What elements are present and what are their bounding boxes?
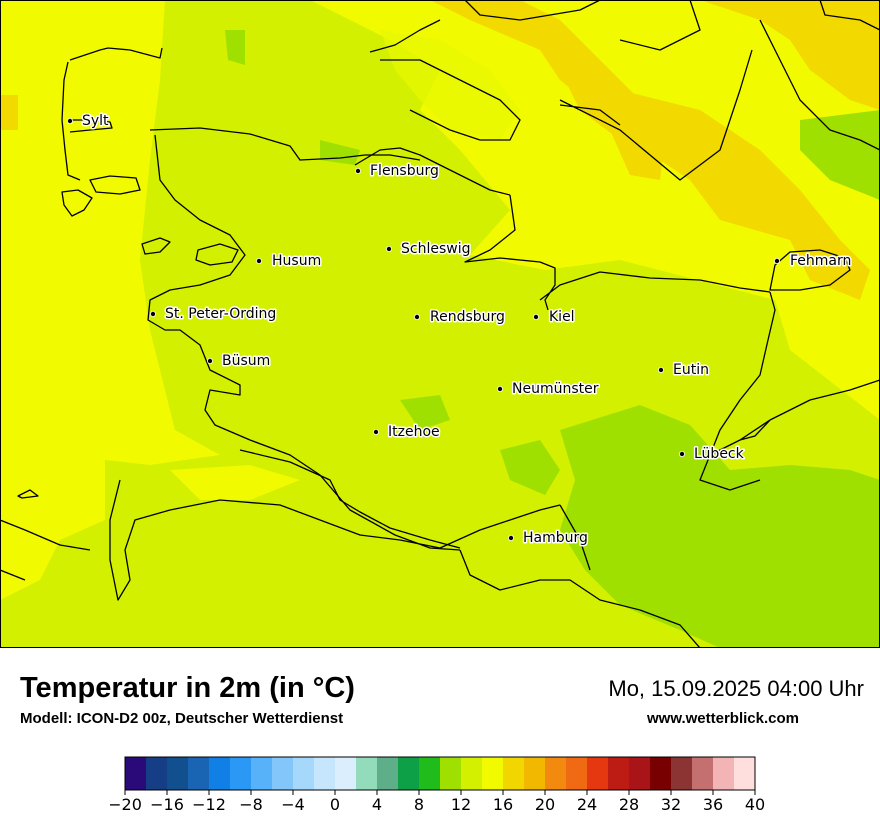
legend-swatch xyxy=(356,757,378,790)
legend-swatch xyxy=(251,757,273,790)
city-label-eutin: Eutin xyxy=(673,362,709,378)
city-flensburg: Flensburg xyxy=(355,162,440,181)
city-itzehoe: Itzehoe xyxy=(373,423,441,442)
city-label-husum: Husum xyxy=(272,253,321,269)
city-label-itzehoe: Itzehoe xyxy=(388,424,440,440)
legend-tick-label: 4 xyxy=(372,795,382,814)
legend-swatch xyxy=(419,757,441,790)
legend-swatch xyxy=(293,757,315,790)
legend-tick-label: 16 xyxy=(493,795,513,814)
legend-tick-label: −16 xyxy=(150,795,184,814)
city-markers: Sylt Flensburg Schleswig Husum Fehmarn S… xyxy=(67,112,853,548)
legend-swatch xyxy=(335,757,357,790)
legend-swatch xyxy=(314,757,336,790)
legend-swatch xyxy=(524,757,546,790)
legend-swatch xyxy=(377,757,399,790)
legend-tick-label: 24 xyxy=(577,795,597,814)
legend-tick-label: −8 xyxy=(239,795,263,814)
city-label-busum: Büsum xyxy=(222,353,270,369)
city-hamburg: Hamburg xyxy=(508,529,589,548)
legend-frame xyxy=(124,756,756,791)
forecast-datetime: Mo, 15.09.2025 04:00 Uhr xyxy=(608,676,864,701)
city-label-st-peter-ording: St. Peter-Ording xyxy=(165,306,276,322)
temperature-map: Sylt Flensburg Schleswig Husum Fehmarn S… xyxy=(0,0,880,648)
city-label-flensburg: Flensburg xyxy=(370,163,439,179)
legend-tick-label: 12 xyxy=(451,795,471,814)
city-sylt: Sylt xyxy=(67,112,111,131)
city-label-luebeck: Lübeck xyxy=(694,446,745,462)
legend-ticks: −20 −16 −12 −8 −4 0 4 8 12 16 20 24 28 32 36 40 xyxy=(110,790,765,814)
legend-swatch xyxy=(482,757,504,790)
legend-swatch xyxy=(167,757,189,790)
temperature-field-20 xyxy=(0,0,880,300)
legend-swatch xyxy=(440,757,462,790)
city-husum: Husum xyxy=(256,252,323,271)
city-busum: Büsum xyxy=(207,352,272,371)
temperature-field-14 xyxy=(380,30,520,140)
legend-swatch xyxy=(230,757,252,790)
legend-swatch xyxy=(692,757,714,790)
legend-swatch xyxy=(734,757,756,790)
legend-swatch xyxy=(671,757,693,790)
website-label: www.wetterblick.com xyxy=(647,710,799,727)
city-st-peter-ording: St. Peter-Ording xyxy=(150,305,278,324)
city-label-fehmarn: Fehmarn xyxy=(790,253,851,269)
legend-tick-label: −12 xyxy=(192,795,226,814)
legend-tick-label: 40 xyxy=(745,795,765,814)
legend-swatch xyxy=(545,757,567,790)
legend-swatch xyxy=(146,757,168,790)
legend-swatch xyxy=(566,757,588,790)
city-fehmarn: Fehmarn xyxy=(774,252,853,271)
city-rendsburg: Rendsburg xyxy=(414,308,506,327)
legend-tick-label: −4 xyxy=(281,795,305,814)
legend-swatch xyxy=(272,757,294,790)
legend-tick-label: −20 xyxy=(110,795,142,814)
legend-swatch xyxy=(209,757,231,790)
city-label-schleswig: Schleswig xyxy=(401,241,470,257)
legend-swatch xyxy=(125,757,147,790)
legend-swatch xyxy=(188,757,210,790)
city-label-kiel: Kiel xyxy=(549,309,575,325)
legend-tick-label: 20 xyxy=(535,795,555,814)
city-label-neumuenster: Neumünster xyxy=(512,381,599,397)
temperature-field-12 xyxy=(225,30,880,648)
city-neumuenster: Neumünster xyxy=(497,380,600,399)
legend-swatch xyxy=(629,757,651,790)
legend-tick-label: 8 xyxy=(414,795,424,814)
legend-tick-label: 36 xyxy=(703,795,723,814)
city-kiel: Kiel xyxy=(533,308,576,327)
legend-swatch xyxy=(503,757,525,790)
legend-swatch xyxy=(587,757,609,790)
legend-swatch xyxy=(713,757,735,790)
legend-tick-label: 0 xyxy=(330,795,340,814)
legend-swatch xyxy=(461,757,483,790)
map-title: Temperatur in 2m (in °C) xyxy=(20,672,355,704)
legend-tick-label: 32 xyxy=(661,795,681,814)
legend-swatch xyxy=(650,757,672,790)
model-info: Modell: ICON-D2 00z, Deutscher Wetterdie… xyxy=(20,710,344,727)
city-eutin: Eutin xyxy=(658,361,710,380)
legend-swatch xyxy=(608,757,630,790)
legend-swatches xyxy=(125,757,756,790)
legend-tick-label: 28 xyxy=(619,795,639,814)
city-label-sylt: Sylt xyxy=(82,113,109,129)
city-label-rendsburg: Rendsburg xyxy=(430,309,505,325)
city-label-hamburg: Hamburg xyxy=(523,530,588,546)
city-luebeck: Lübeck xyxy=(679,445,746,464)
legend-swatch xyxy=(398,757,420,790)
color-legend: −20 −16 −12 −8 −4 0 4 8 12 16 20 24 28 32 36 40 xyxy=(110,756,765,814)
city-schleswig: Schleswig xyxy=(386,240,472,259)
coastlines xyxy=(0,0,880,648)
